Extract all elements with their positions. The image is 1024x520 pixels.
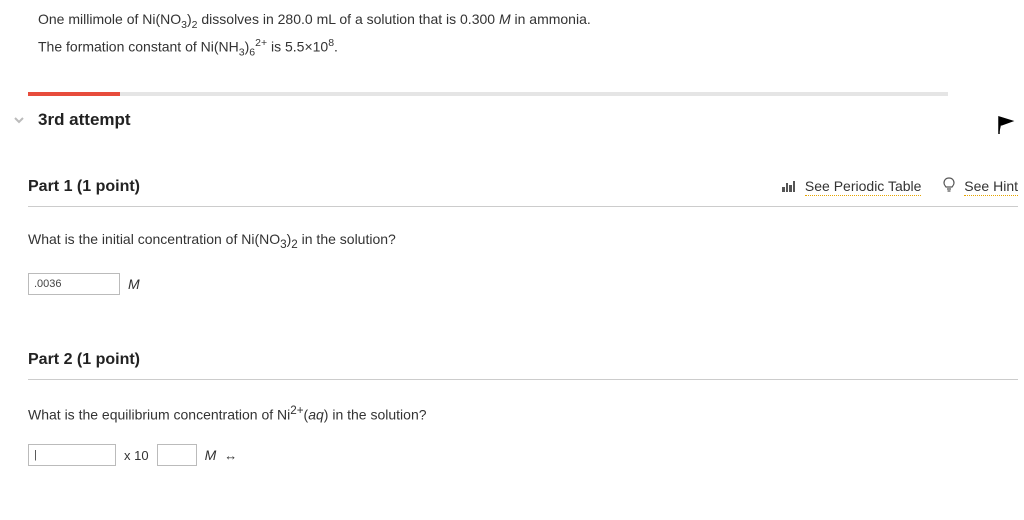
progress-bar	[28, 92, 948, 96]
part1-question: What is the initial concentration of Ni(…	[28, 231, 1018, 251]
part2-label: Part 2 (1 point)	[28, 351, 140, 369]
part2-question: What is the equilibrium concentration of…	[28, 404, 1018, 423]
part2-coefficient-input[interactable]	[28, 444, 116, 466]
see-hint-link[interactable]: See Hint	[943, 177, 1018, 196]
part1-unit: M	[128, 276, 140, 292]
times-ten-label: x 10	[124, 448, 149, 463]
periodic-table-icon	[782, 181, 795, 192]
part1-answer-input[interactable]	[28, 273, 120, 295]
part1-label: Part 1 (1 point)	[28, 178, 140, 196]
resize-arrow-icon: ↔	[224, 448, 237, 463]
prompt-line-2: The formation constant of Ni(NH3)62+ is …	[38, 35, 986, 62]
hint-bulb-icon	[943, 177, 955, 196]
part2-exponent-input[interactable]	[157, 444, 197, 466]
prompt-line-1: One millimole of Ni(NO3)2 dissolves in 2…	[38, 8, 986, 35]
part1-header: Part 1 (1 point) See Periodic Table See …	[28, 177, 1018, 207]
see-periodic-table-link[interactable]: See Periodic Table	[782, 178, 921, 194]
part2-header: Part 2 (1 point)	[28, 351, 1018, 380]
attempt-title: 3rd attempt	[38, 110, 131, 130]
chevron-down-icon[interactable]	[12, 113, 26, 127]
flag-icon[interactable]	[996, 114, 1018, 136]
part2-unit: M	[205, 447, 217, 463]
